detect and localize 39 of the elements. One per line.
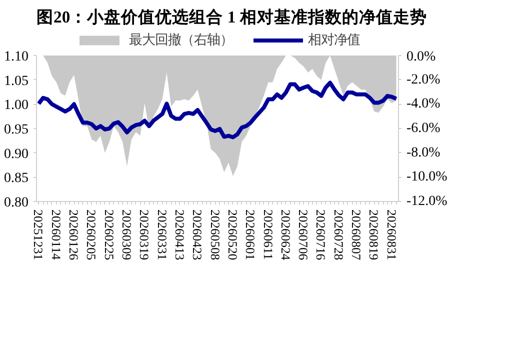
x-tick-label: 20260319 [137, 210, 152, 260]
x-tick-label: 20260413 [172, 210, 186, 260]
x-tick-label: 20260601 [243, 210, 258, 260]
x-tick-label: 20260716 [314, 210, 328, 260]
y2-tick-label: -10.0% [406, 170, 448, 185]
x-tick-label: 20260728 [331, 210, 346, 260]
x-tick-label: 20260831 [384, 210, 398, 260]
y-tick-label: 1.05 [4, 74, 28, 89]
legend-label: 最大回撤（右轴） [129, 31, 233, 49]
x-tick-label: 20260611 [260, 210, 275, 260]
y-tick-label: 0.80 [4, 196, 28, 210]
x-tick-label: 20260706 [296, 210, 310, 260]
x-tick-label: 20260423 [190, 210, 204, 260]
line-series [36, 80, 398, 140]
x-tick-label: 20260819 [366, 210, 381, 260]
y2-tick-label: -8.0% [406, 145, 441, 160]
y2-tick-label: -2.0% [406, 72, 441, 88]
legend-label: 相对净值 [308, 31, 360, 49]
y-tick-label: 1.10 [4, 50, 28, 64]
y2-tick-label: 0.0% [406, 50, 436, 64]
y-tick-label: 0.85 [4, 171, 28, 186]
x-tick-label: 20260114 [48, 210, 63, 260]
y-tick-label: 0.95 [4, 122, 28, 138]
x-tick-label: 20260520 [225, 210, 240, 260]
y2-tick-label: -12.0% [406, 194, 448, 209]
x-tick-label: 20260331 [154, 210, 169, 260]
y2-tick-label: -4.0% [406, 96, 441, 112]
y2-tick-label: -6.0% [406, 121, 441, 136]
x-tick-label: 20251231 [31, 210, 46, 260]
x-tick-label: 20260624 [278, 210, 292, 261]
y-tick-label: 0.90 [4, 146, 28, 162]
x-tick-label: 20260126 [66, 210, 81, 260]
x-tick-label: 20260807 [349, 210, 364, 260]
x-tick-label: 20260225 [102, 210, 116, 260]
y-tick-label: 1.00 [4, 98, 28, 114]
x-tick-label: 20260309 [120, 210, 134, 260]
x-tick-label: 20260508 [208, 210, 222, 260]
chart-title: 图20：小盘价值优选组合 1 相对基准指数的净值走势 [36, 8, 427, 26]
x-tick-label: 20260205 [84, 210, 98, 260]
